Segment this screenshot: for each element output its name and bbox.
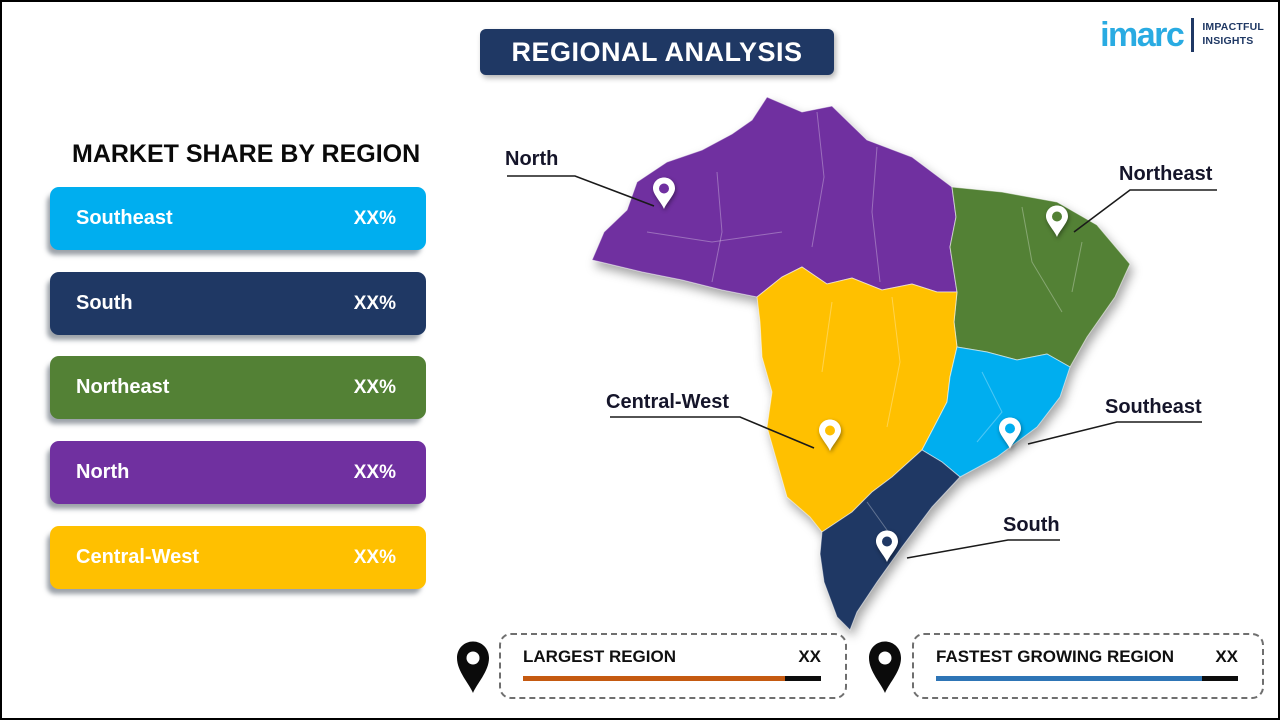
callout-line-northeast xyxy=(1073,189,1217,233)
market-share-heading: MARKET SHARE BY REGION xyxy=(72,140,421,168)
map-pin-northeast xyxy=(1046,205,1068,237)
share-bar-northeast: Northeast XX% xyxy=(50,356,426,419)
largest-region-label: LARGEST REGION xyxy=(523,647,677,666)
share-bar-value: XX% xyxy=(353,461,396,483)
share-bar-south: South XX% xyxy=(50,272,426,335)
largest-region-underline-main xyxy=(523,676,785,681)
logo-tagline: IMPACTFUL INSIGHTS xyxy=(1202,21,1264,48)
callout-line-north xyxy=(507,175,655,207)
share-bar-label: Southeast xyxy=(76,207,173,229)
logo-tagline-line1: IMPACTFUL xyxy=(1202,21,1264,34)
callout-line-south xyxy=(906,539,1060,559)
share-bar-central-west: Central-West XX% xyxy=(50,526,426,589)
fastest-region-value: XX xyxy=(1215,647,1238,666)
map-region-southeast xyxy=(921,346,1071,478)
share-bar-southeast: Southeast XX% xyxy=(50,187,426,250)
fastest-region-box: FASTEST GROWING REGION XX xyxy=(912,633,1264,699)
imarc-logo: imarc IMPACTFUL INSIGHTS xyxy=(1100,18,1264,52)
map-label-northeast: Northeast xyxy=(1119,163,1213,185)
share-bar-north: North XX% xyxy=(50,441,426,504)
map-label-north: North xyxy=(505,148,559,170)
page-title: REGIONAL ANALYSIS xyxy=(480,29,834,75)
share-bar-value: XX% xyxy=(353,546,396,568)
map-pin-central-west xyxy=(819,419,841,451)
share-bar-value: XX% xyxy=(353,207,396,229)
share-bar-value: XX% xyxy=(353,292,396,314)
largest-region-underline-end xyxy=(785,676,821,681)
fastest-region-label: FASTEST GROWING REGION xyxy=(936,647,1175,666)
logo-tagline-line2: INSIGHTS xyxy=(1202,35,1254,47)
map-region-northeast xyxy=(949,186,1131,368)
largest-region-pin-icon xyxy=(457,641,489,693)
map-label-south: South xyxy=(1003,514,1060,536)
map-pin-south xyxy=(876,530,898,562)
share-bar-value: XX% xyxy=(353,376,396,398)
map-label-central-west: Central-West xyxy=(606,391,729,413)
fastest-region-underline-end xyxy=(1202,676,1238,681)
callout-line-southeast xyxy=(1027,421,1202,445)
share-bar-label: South xyxy=(76,292,133,314)
share-bar-label: Northeast xyxy=(76,376,170,398)
brazil-map xyxy=(507,96,1217,631)
fastest-region-pin-icon xyxy=(869,641,901,693)
callout-line-central-west xyxy=(610,416,815,449)
fastest-region-underline-main xyxy=(936,676,1202,681)
map-pin-north xyxy=(653,177,675,209)
map-pin-southeast xyxy=(999,417,1021,449)
largest-region-value: XX xyxy=(798,647,821,666)
map-region-north xyxy=(591,96,958,298)
largest-region-box: LARGEST REGION XX xyxy=(499,633,847,699)
logo-brand-text: imarc xyxy=(1100,16,1185,54)
logo-divider xyxy=(1191,18,1195,52)
map-label-southeast: Southeast xyxy=(1105,396,1202,418)
share-bar-label: Central-West xyxy=(76,546,199,568)
largest-region-underline xyxy=(523,676,821,681)
state-borders xyxy=(646,111,1083,538)
fastest-region-underline xyxy=(936,676,1238,681)
share-bar-label: North xyxy=(76,461,130,483)
